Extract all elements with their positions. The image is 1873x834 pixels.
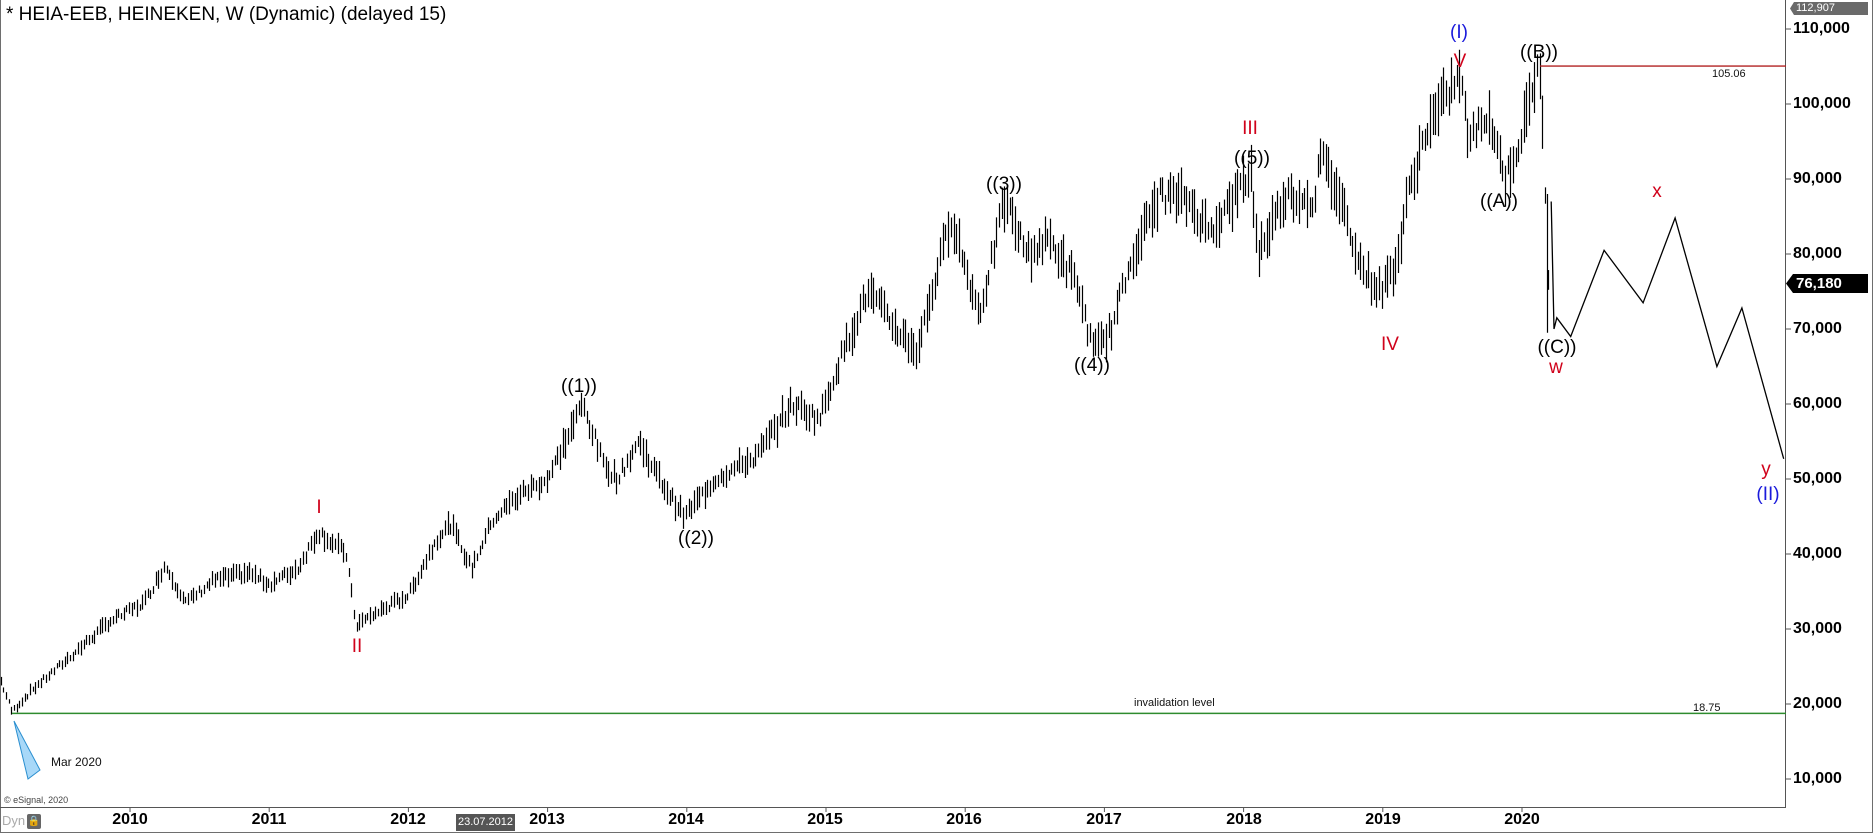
x-label-2018: 2018 [1226,811,1262,828]
dynamic-mode-label[interactable]: Dyn [2,813,26,828]
plot-area[interactable] [0,0,1786,808]
y-label-20000: 20,000 [1793,695,1842,712]
y-label-70000: 70,000 [1793,320,1842,337]
wave-label-4: ((4)) [1074,355,1110,376]
mar-2020-marker-icon[interactable] [13,720,41,780]
lock-icon[interactable]: 🔒 [27,814,41,829]
wave-label-C: ((C)) [1537,337,1577,358]
mar-2020-marker-label: Mar 2020 [51,755,102,769]
x-label-2014: 2014 [668,811,704,828]
y-label-80000: 80,000 [1793,245,1842,262]
invalidation-value-label: 18.75 [1693,702,1721,714]
x-label-2010: 2010 [112,811,148,828]
resistance-value-label: 105.06 [1712,68,1746,80]
wave-label-V: V [1453,51,1467,72]
wave-label-I: I [316,497,322,518]
y-axis-ticks [1786,28,1791,780]
wave-label-pII: (II) [1756,484,1780,505]
wave-label-5: ((5)) [1234,148,1270,169]
wave-label-B: ((B)) [1520,42,1558,63]
y-label-30000: 30,000 [1793,620,1842,637]
wave-label-y: y [1761,459,1771,480]
cursor-date-tag: 23.07.2012 [456,814,515,831]
x-label-2016: 2016 [946,811,982,828]
y-label-100000: 100,000 [1793,95,1851,112]
wave-label-pI: (I) [1450,22,1468,43]
wave-label-1: ((1)) [561,376,597,397]
projection-path[interactable] [1550,201,1785,459]
x-label-2019: 2019 [1365,811,1401,828]
y-label-90000: 90,000 [1793,170,1842,187]
wave-label-II: II [351,636,363,657]
chart-title: * HEIA-EEB, HEINEKEN, W (Dynamic) (delay… [6,4,447,25]
invalidation-text: invalidation level [1134,697,1215,709]
x-label-2012: 2012 [390,811,426,828]
x-label-2020: 2020 [1504,811,1540,828]
x-label-2015: 2015 [807,811,843,828]
wave-label-IV: IV [1381,334,1399,355]
wave-label-III: III [1242,118,1258,139]
wave-label-2: ((2)) [678,528,714,549]
x-label-2013: 2013 [529,811,565,828]
wave-label-A: ((A)) [1480,191,1518,212]
last-price-tag: 76,180 [1786,274,1868,293]
y-label-110000: 110,000 [1793,20,1850,37]
y-label-60000: 60,000 [1793,395,1842,412]
y-label-50000: 50,000 [1793,470,1842,487]
y-label-10000: 10,000 [1793,770,1842,787]
visible-high-tag: 112,907 [1790,2,1868,15]
copyright-text: © eSignal, 2020 [4,795,69,805]
price-bars [0,49,1550,715]
x-axis-ticks [129,808,1523,812]
y-label-40000: 40,000 [1793,545,1842,562]
wave-label-3: ((3)) [986,174,1022,195]
wave-label-w: w [1549,357,1563,378]
wave-label-x: x [1652,181,1662,202]
x-label-2017: 2017 [1086,811,1122,828]
x-label-2011: 2011 [251,811,287,828]
